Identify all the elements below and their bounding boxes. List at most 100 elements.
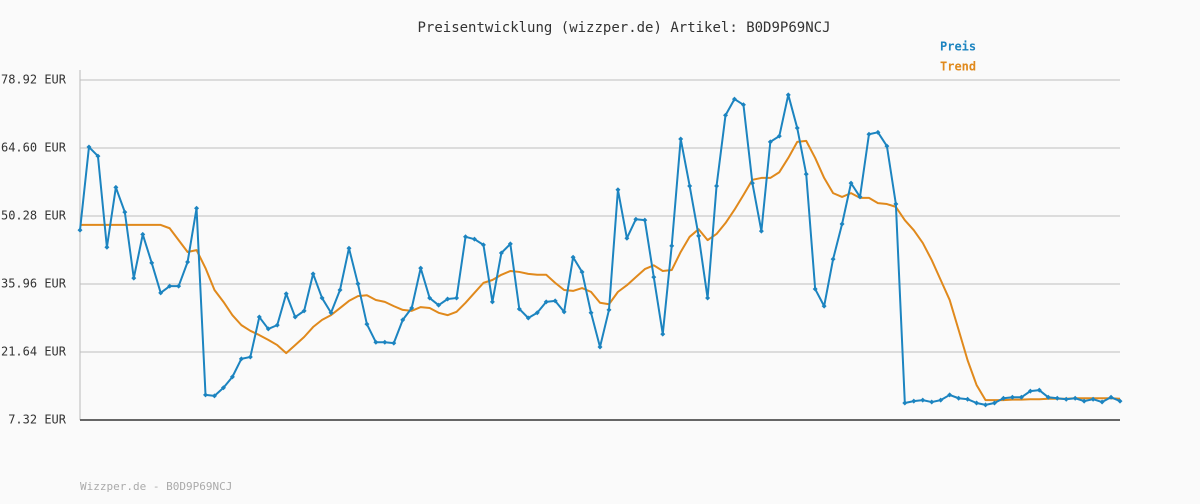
data-point xyxy=(319,295,325,301)
data-point xyxy=(337,287,343,293)
data-point xyxy=(95,153,101,159)
data-point xyxy=(991,400,997,406)
data-point xyxy=(588,310,594,316)
data-point xyxy=(633,216,639,222)
data-point xyxy=(265,326,271,332)
data-point xyxy=(830,256,836,262)
data-point xyxy=(812,286,818,292)
data-point xyxy=(938,397,944,403)
data-point xyxy=(516,306,522,312)
data-point xyxy=(749,180,755,186)
data-point xyxy=(328,310,334,316)
data-point xyxy=(839,221,845,227)
data-point xyxy=(220,385,226,391)
y-tick-label: 21.64 EUR xyxy=(1,345,67,359)
data-point xyxy=(283,291,289,297)
data-point xyxy=(525,315,531,321)
data-point xyxy=(884,143,890,149)
data-point xyxy=(391,340,397,346)
data-point xyxy=(427,295,433,301)
data-point xyxy=(579,269,585,275)
data-point xyxy=(920,397,926,403)
series-line xyxy=(80,139,1121,402)
y-tick-label: 35.96 EUR xyxy=(1,277,67,291)
data-point xyxy=(785,92,791,98)
data-point xyxy=(696,233,702,239)
chart-title: Preisentwicklung (wizzper.de) Artikel: B… xyxy=(417,20,830,36)
data-point xyxy=(445,296,451,302)
data-point xyxy=(211,393,217,399)
data-point xyxy=(77,227,83,233)
data-point xyxy=(507,241,513,247)
legend-label: Preis xyxy=(940,40,976,54)
data-point xyxy=(731,96,737,102)
data-point xyxy=(678,136,684,142)
data-point xyxy=(1000,395,1006,401)
y-tick-label: 64.60 EUR xyxy=(1,141,67,155)
data-point xyxy=(454,295,460,301)
footer: Wizzper.de - B0D9P69NCJ xyxy=(80,480,232,493)
data-point xyxy=(911,398,917,404)
data-point xyxy=(113,184,119,190)
data-point xyxy=(131,275,137,281)
data-point xyxy=(705,295,711,301)
data-point xyxy=(534,310,540,316)
data-point xyxy=(1018,394,1024,400)
data-point xyxy=(436,302,442,308)
data-point xyxy=(346,245,352,251)
data-point xyxy=(364,321,370,327)
data-point xyxy=(965,396,971,402)
data-point xyxy=(740,102,746,108)
data-point xyxy=(310,271,316,277)
data-point xyxy=(104,244,110,250)
data-point xyxy=(355,281,361,287)
data-point xyxy=(167,283,173,289)
data-point xyxy=(471,236,477,242)
data-point xyxy=(140,231,146,237)
y-tick-label: 50.28 EUR xyxy=(1,209,67,223)
y-tick-label: 7.32 EUR xyxy=(8,413,67,427)
data-point xyxy=(292,314,298,320)
data-point xyxy=(794,125,800,131)
data-point xyxy=(929,399,935,405)
data-point xyxy=(642,217,648,223)
data-point xyxy=(203,392,209,398)
data-point xyxy=(238,356,244,362)
data-point xyxy=(956,395,962,401)
data-point xyxy=(1027,388,1033,394)
data-point xyxy=(149,260,155,266)
data-point xyxy=(373,339,379,345)
legend-label: Trend xyxy=(940,60,976,74)
data-point xyxy=(256,314,262,320)
data-point xyxy=(382,339,388,345)
data-point xyxy=(1036,387,1042,393)
data-point xyxy=(893,201,899,207)
data-point xyxy=(776,133,782,139)
data-point xyxy=(301,308,307,314)
data-point xyxy=(687,183,693,189)
data-point xyxy=(247,354,253,360)
data-point xyxy=(803,171,809,177)
data-point xyxy=(767,139,773,145)
data-point xyxy=(1054,395,1060,401)
data-point xyxy=(1072,395,1078,401)
data-point xyxy=(660,331,666,337)
data-point xyxy=(400,317,406,323)
data-point xyxy=(857,194,863,200)
data-point xyxy=(848,180,854,186)
y-tick-label: 78.92 EUR xyxy=(1,73,67,87)
data-point xyxy=(1117,398,1123,404)
data-point xyxy=(274,322,280,328)
data-point xyxy=(597,344,603,350)
data-point xyxy=(669,243,675,249)
data-point xyxy=(570,254,576,260)
data-point xyxy=(974,400,980,406)
data-point xyxy=(552,298,558,304)
data-point xyxy=(651,274,657,280)
data-point xyxy=(1009,394,1015,400)
data-point xyxy=(624,235,630,241)
data-point xyxy=(615,187,621,193)
data-point xyxy=(758,228,764,234)
